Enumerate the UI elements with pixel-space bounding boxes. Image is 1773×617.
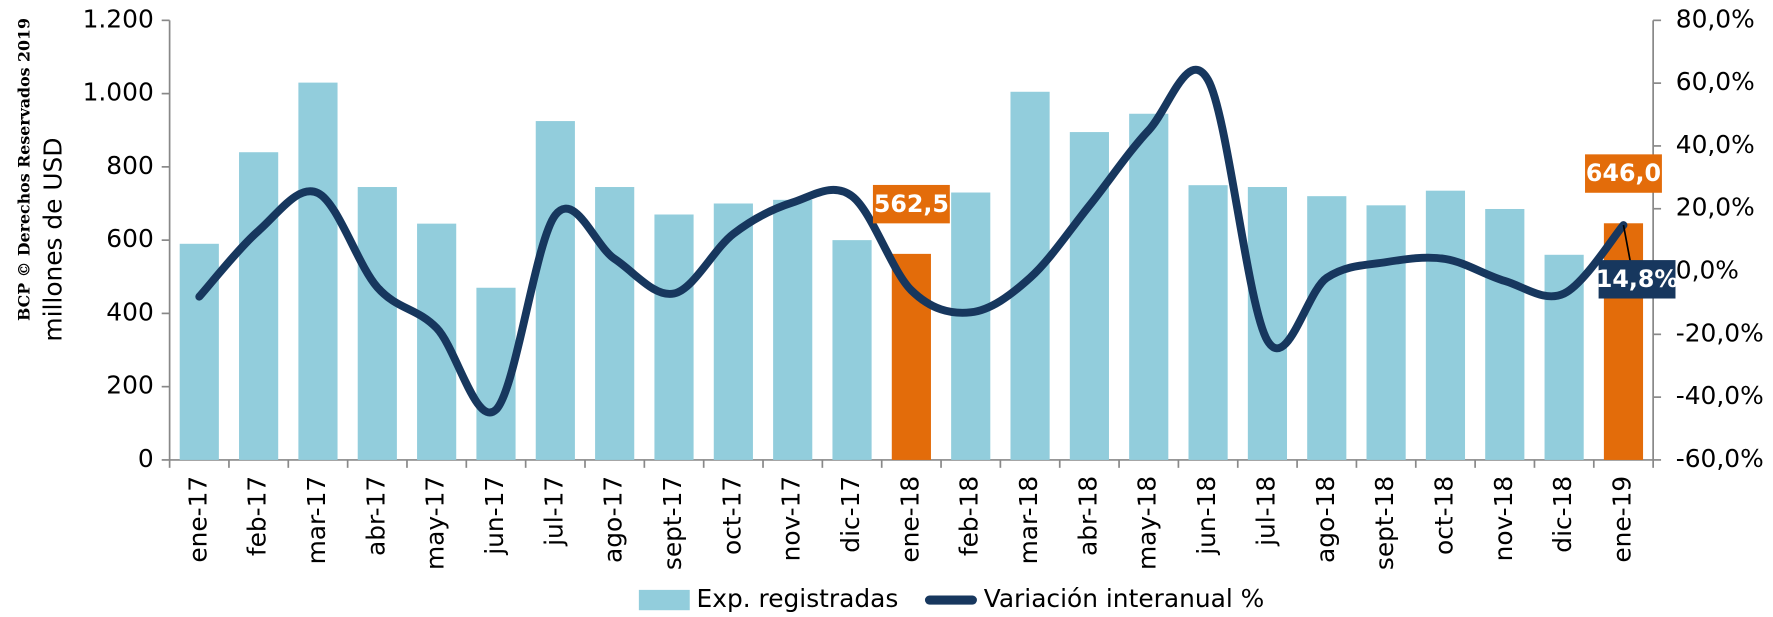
annotation: BCP © Derechos Reservados 2019	[14, 18, 33, 321]
x-tick-label: oct-17	[717, 476, 746, 555]
legend-label: Exp. registradas	[697, 584, 899, 613]
y2-tick-label: 80,0%	[1676, 4, 1755, 33]
x-tick-label: may-17	[421, 476, 450, 570]
x-tick-label: mar-18	[1014, 476, 1043, 565]
bar	[298, 82, 338, 460]
bar	[654, 214, 694, 460]
x-tick-label: dic-17	[836, 476, 865, 553]
bar	[1366, 205, 1406, 460]
x-tick-label: nov-18	[1489, 476, 1518, 562]
y2-tick-label: 60,0%	[1676, 67, 1755, 96]
x-tick-label: nov-17	[777, 476, 806, 562]
bar	[1485, 208, 1525, 460]
y2-tick-label: 0,0%	[1676, 256, 1739, 285]
x-tick-label: feb-17	[243, 476, 272, 556]
x-tick-label: ene-17	[183, 476, 212, 563]
data-label: 14,8%	[1596, 265, 1679, 293]
x-tick-label: ago-17	[599, 476, 628, 563]
x-tick-label: jul-18	[1251, 476, 1280, 547]
y-tick-label: 400	[106, 297, 153, 326]
x-tick-label: ago-18	[1311, 476, 1340, 563]
x-tick-label: sept-18	[1370, 476, 1399, 570]
x-tick-label: may-18	[1133, 476, 1162, 570]
x-tick-label: jun-18	[1192, 476, 1221, 556]
y-axis-label: millones de USD	[38, 138, 67, 342]
bar	[1188, 185, 1228, 460]
data-label-box	[1598, 260, 1676, 299]
bar	[1129, 113, 1169, 460]
data-label-box	[1585, 154, 1662, 193]
bar	[1247, 187, 1288, 460]
y-tick-label: 1.000	[83, 78, 154, 107]
x-tick-label: mar-17	[302, 476, 331, 565]
bar	[951, 192, 991, 460]
x-tick-label: oct-18	[1429, 476, 1458, 555]
bar	[832, 240, 872, 460]
leader-line	[1622, 224, 1632, 262]
y2-tick-label: -60,0%	[1676, 444, 1764, 473]
y-tick-label: 200	[106, 371, 153, 400]
legend-label: Variación interanual %	[984, 584, 1265, 613]
y2-tick-label: 20,0%	[1676, 193, 1755, 222]
x-tick-label: jun-17	[480, 476, 509, 556]
y2-tick-label: -20,0%	[1676, 318, 1764, 347]
y-tick-label: 0	[138, 444, 154, 473]
bar	[1425, 190, 1466, 460]
bar	[595, 187, 635, 460]
legend-swatch	[638, 589, 690, 611]
bar	[357, 187, 397, 460]
bar	[1069, 132, 1109, 460]
line	[195, 66, 1628, 417]
y2-tick-label: -40,0%	[1676, 381, 1764, 410]
bar	[1307, 196, 1347, 460]
data-label: 646,0	[1586, 159, 1661, 187]
x-tick-label: sept-17	[658, 476, 687, 570]
x-tick-label: abr-18	[1073, 476, 1102, 556]
y-tick-label: 600	[106, 224, 153, 253]
data-label: 562,5	[874, 190, 949, 218]
bar	[239, 152, 279, 460]
bar	[773, 199, 813, 460]
x-tick-label: feb-18	[955, 476, 984, 556]
x-tick-label: dic-18	[1548, 476, 1577, 553]
x-tick-label: abr-17	[361, 476, 390, 556]
y2-tick-label: 40,0%	[1676, 130, 1755, 159]
x-tick-label: jul-17	[539, 476, 568, 547]
x-tick-label: ene-19	[1607, 476, 1636, 563]
bar	[535, 121, 575, 460]
data-label-box	[872, 184, 950, 224]
bar	[1603, 223, 1644, 460]
y-tick-label: 800	[106, 151, 153, 180]
y-tick-label: 1.200	[83, 4, 154, 33]
x-tick-label: ene-18	[895, 476, 924, 563]
